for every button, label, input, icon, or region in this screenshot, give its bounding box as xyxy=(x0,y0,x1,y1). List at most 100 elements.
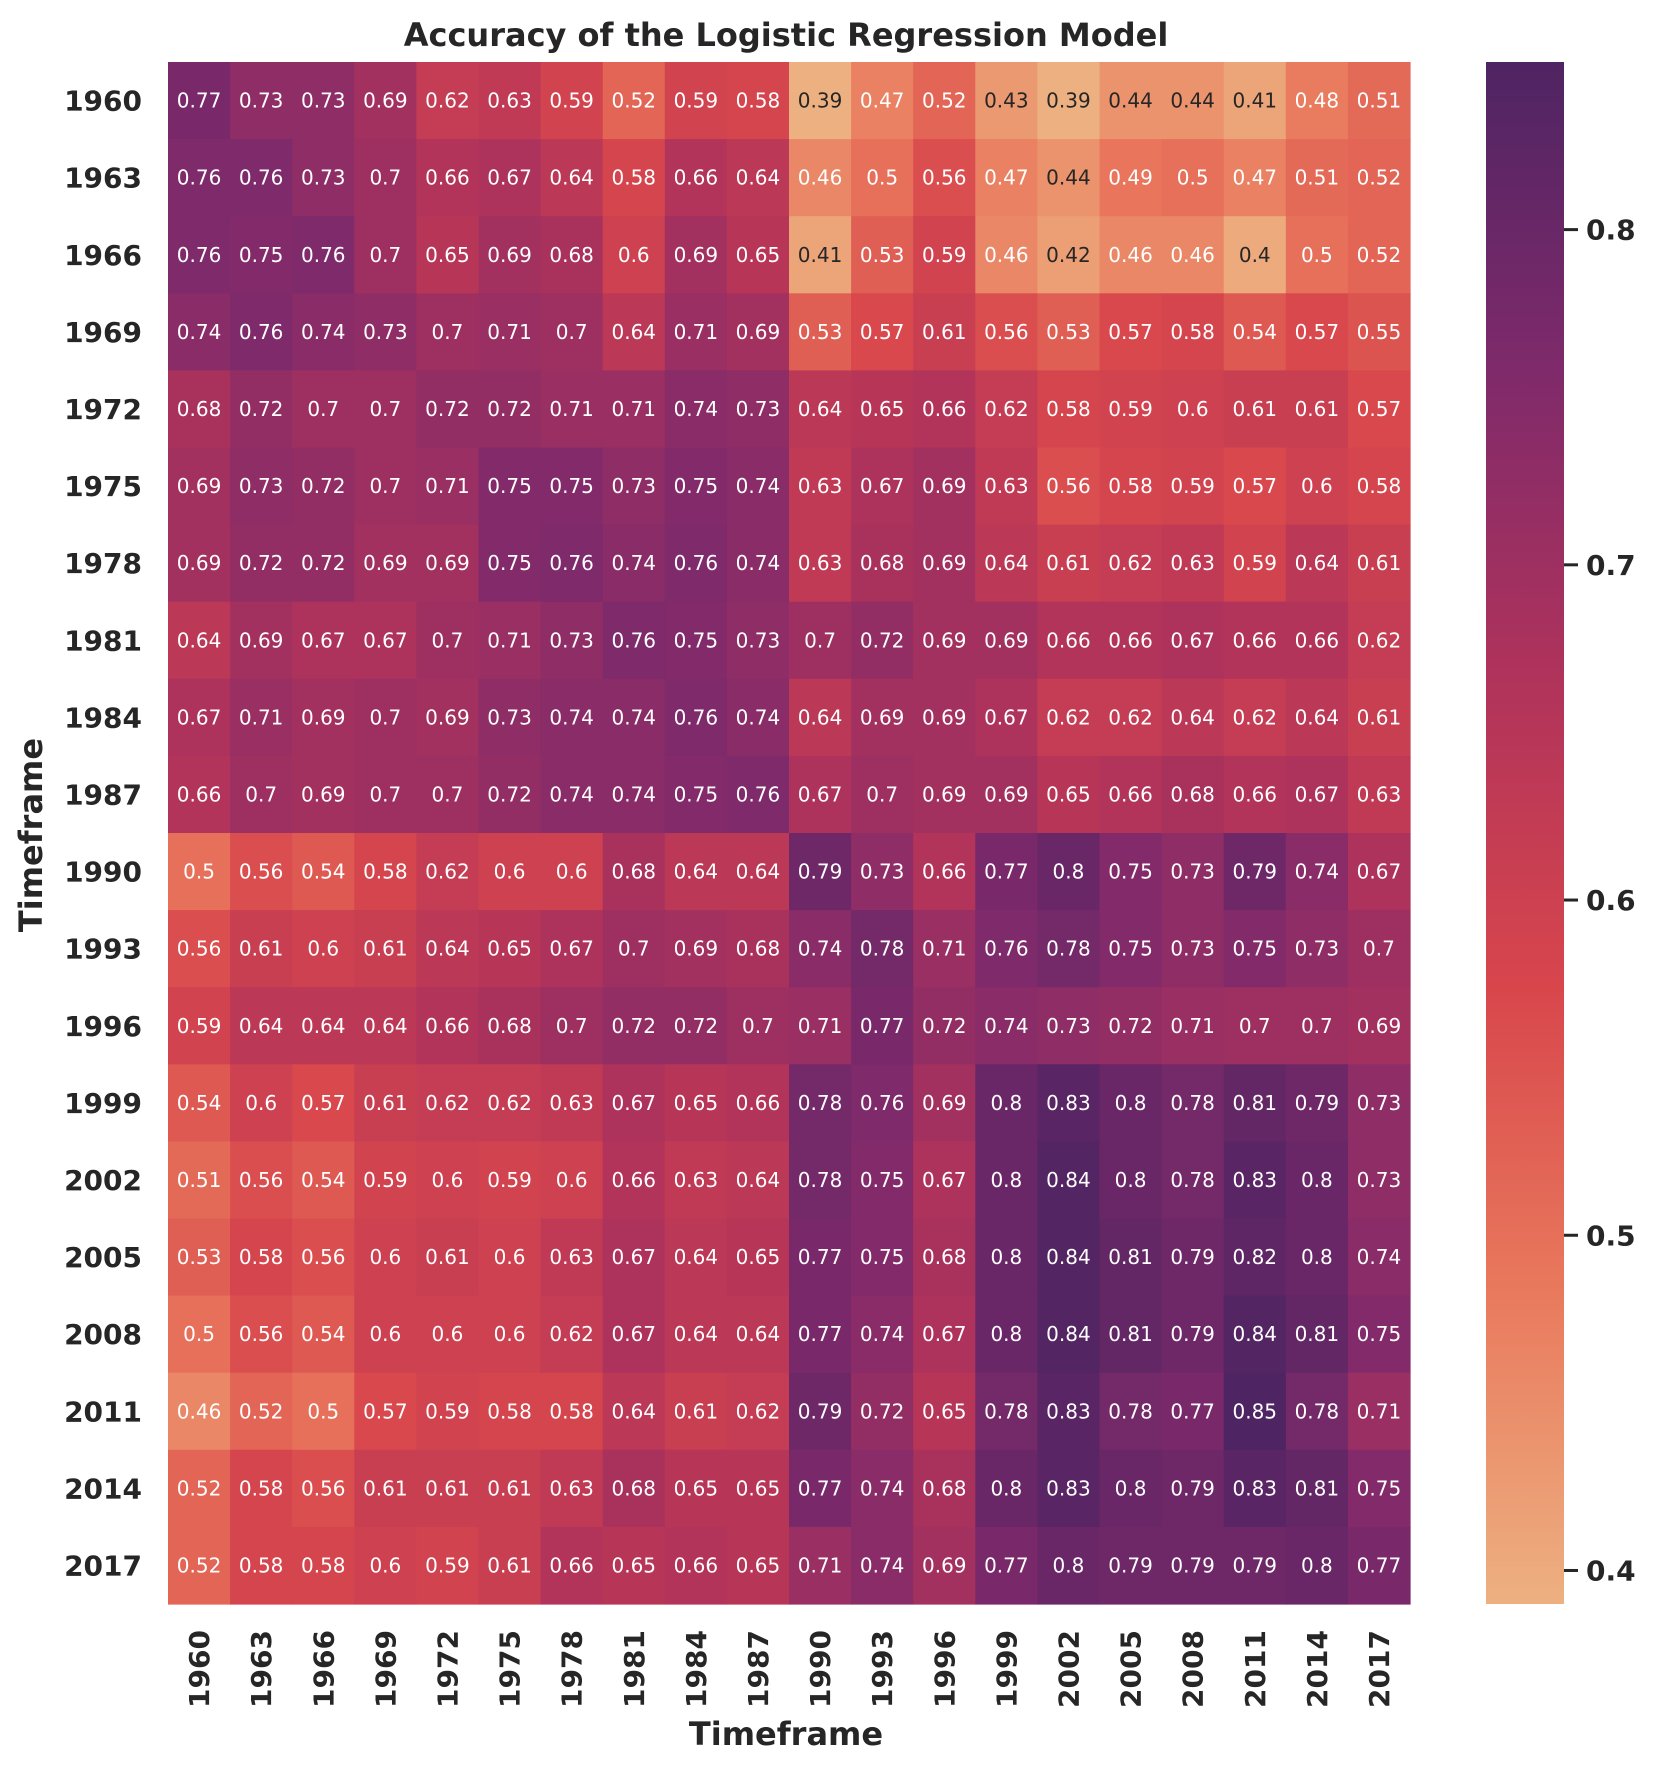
heatmap-cell xyxy=(726,524,790,603)
heatmap-cell xyxy=(540,1295,604,1374)
cell-value-label: 0.83 xyxy=(1232,1476,1277,1500)
y-tick-label: 1975 xyxy=(64,470,142,503)
heatmap-cell xyxy=(726,447,790,526)
cell-value-label: 0.64 xyxy=(301,1014,346,1038)
cell-value-label: 0.46 xyxy=(177,1399,222,1423)
cell-value-label: 0.79 xyxy=(798,1399,843,1423)
cell-value-label: 0.74 xyxy=(1357,1245,1402,1269)
cell-value-label: 0.67 xyxy=(549,937,594,961)
heatmap-cell xyxy=(1223,293,1287,371)
cell-value-label: 0.7 xyxy=(369,166,401,190)
cell-value-label: 0.67 xyxy=(487,166,532,190)
cell-value-label: 0.83 xyxy=(1046,1399,1091,1423)
cell-value-label: 0.79 xyxy=(1232,1553,1277,1577)
heatmap-cell xyxy=(1285,755,1349,834)
heatmap-cell xyxy=(416,447,480,526)
heatmap-cell xyxy=(354,1295,417,1374)
cell-value-label: 0.39 xyxy=(1046,89,1091,113)
cell-value-label: 0.73 xyxy=(487,705,532,729)
heatmap-cell xyxy=(168,910,231,988)
heatmap-cell xyxy=(1223,1372,1287,1451)
cell-value-label: 0.62 xyxy=(1046,705,1091,729)
heatmap-cell xyxy=(292,1526,355,1605)
cell-value-label: 0.81 xyxy=(1108,1245,1153,1269)
heatmap-cell xyxy=(1223,1218,1287,1297)
cell-value-label: 0.66 xyxy=(1108,628,1153,652)
heatmap-cell xyxy=(416,1141,480,1220)
heatmap-cell xyxy=(1099,755,1163,834)
cell-value-label: 0.66 xyxy=(1046,628,1091,652)
heatmap-cell xyxy=(1099,601,1163,680)
cell-value-label: 0.74 xyxy=(860,1322,905,1346)
heatmap-cell xyxy=(168,1372,231,1451)
heatmap-cell xyxy=(602,139,666,217)
heatmap-cell xyxy=(416,524,480,603)
y-tick-label: 1993 xyxy=(64,933,142,966)
cell-value-label: 0.7 xyxy=(369,782,401,806)
cell-value-label: 0.61 xyxy=(1232,397,1277,421)
heatmap-cell xyxy=(602,833,666,911)
heatmap-cell xyxy=(292,524,355,603)
heatmap-cell xyxy=(292,1064,355,1142)
cell-value-label: 0.55 xyxy=(1357,320,1402,344)
heatmap-cell xyxy=(726,1372,790,1451)
cell-value-label: 0.71 xyxy=(1357,1399,1402,1423)
heatmap-cell xyxy=(1223,370,1287,449)
heatmap-cell xyxy=(478,1295,542,1374)
cell-value-label: 0.76 xyxy=(239,166,284,190)
cell-value-label: 0.67 xyxy=(860,474,905,498)
heatmap-cell xyxy=(1347,601,1411,680)
heatmap-cell xyxy=(168,1526,231,1605)
cell-value-label: 0.64 xyxy=(177,628,222,652)
heatmap-cell xyxy=(230,833,293,911)
cell-value-label: 0.79 xyxy=(1170,1245,1215,1269)
cell-value-label: 0.56 xyxy=(301,1245,346,1269)
cell-value-label: 0.56 xyxy=(177,937,222,961)
cell-value-label: 0.76 xyxy=(239,320,284,344)
heatmap-cell xyxy=(913,987,976,1065)
cell-value-label: 0.69 xyxy=(177,551,222,575)
cell-value-label: 0.77 xyxy=(860,1014,905,1038)
heatmap-cell xyxy=(1037,447,1101,526)
heatmap-cell xyxy=(354,755,417,834)
heatmap-cell xyxy=(1223,1449,1287,1528)
heatmap-cell xyxy=(1347,678,1411,757)
cell-value-label: 0.72 xyxy=(674,1014,719,1038)
y-tick-label: 2014 xyxy=(64,1472,142,1505)
cell-value-label: 0.68 xyxy=(922,1245,967,1269)
heatmap-cell xyxy=(726,1526,790,1605)
heatmap-cell xyxy=(540,1449,604,1528)
cell-value-label: 0.44 xyxy=(1046,166,1091,190)
cell-value-label: 0.77 xyxy=(1357,1553,1402,1577)
heatmap-cell xyxy=(851,1141,914,1220)
heatmap-cell xyxy=(851,216,914,294)
cell-value-label: 0.73 xyxy=(549,628,594,652)
cell-value-label: 0.66 xyxy=(674,1553,719,1577)
heatmap-cell xyxy=(975,1141,1038,1220)
heatmap-cell xyxy=(1285,1372,1349,1451)
heatmap-cell xyxy=(1161,1218,1225,1297)
cell-value-label: 0.56 xyxy=(239,1322,284,1346)
heatmap-cell xyxy=(975,1449,1038,1528)
heatmap-cell xyxy=(1223,1141,1287,1220)
heatmap-cell xyxy=(602,62,666,140)
cell-value-label: 0.66 xyxy=(1108,782,1153,806)
cell-value-label: 0.58 xyxy=(487,1399,532,1423)
heatmap-cell xyxy=(540,678,604,757)
heatmap-cell xyxy=(913,910,976,988)
heatmap-cell xyxy=(416,62,480,140)
heatmap-cell xyxy=(292,293,355,371)
heatmap-cell xyxy=(1099,62,1163,140)
heatmap-cell xyxy=(416,833,480,911)
cell-value-label: 0.67 xyxy=(177,705,222,729)
cell-value-label: 0.64 xyxy=(674,1322,719,1346)
cell-value-label: 0.74 xyxy=(611,782,656,806)
heatmap-cell xyxy=(1099,139,1163,217)
heatmap-cell xyxy=(416,1218,480,1297)
heatmap-cell xyxy=(478,62,542,140)
heatmap-cell xyxy=(1285,910,1349,988)
heatmap-cell xyxy=(540,910,604,988)
cell-value-label: 0.56 xyxy=(239,1168,284,1192)
heatmap-cell xyxy=(975,833,1038,911)
cell-value-label: 0.69 xyxy=(922,705,967,729)
